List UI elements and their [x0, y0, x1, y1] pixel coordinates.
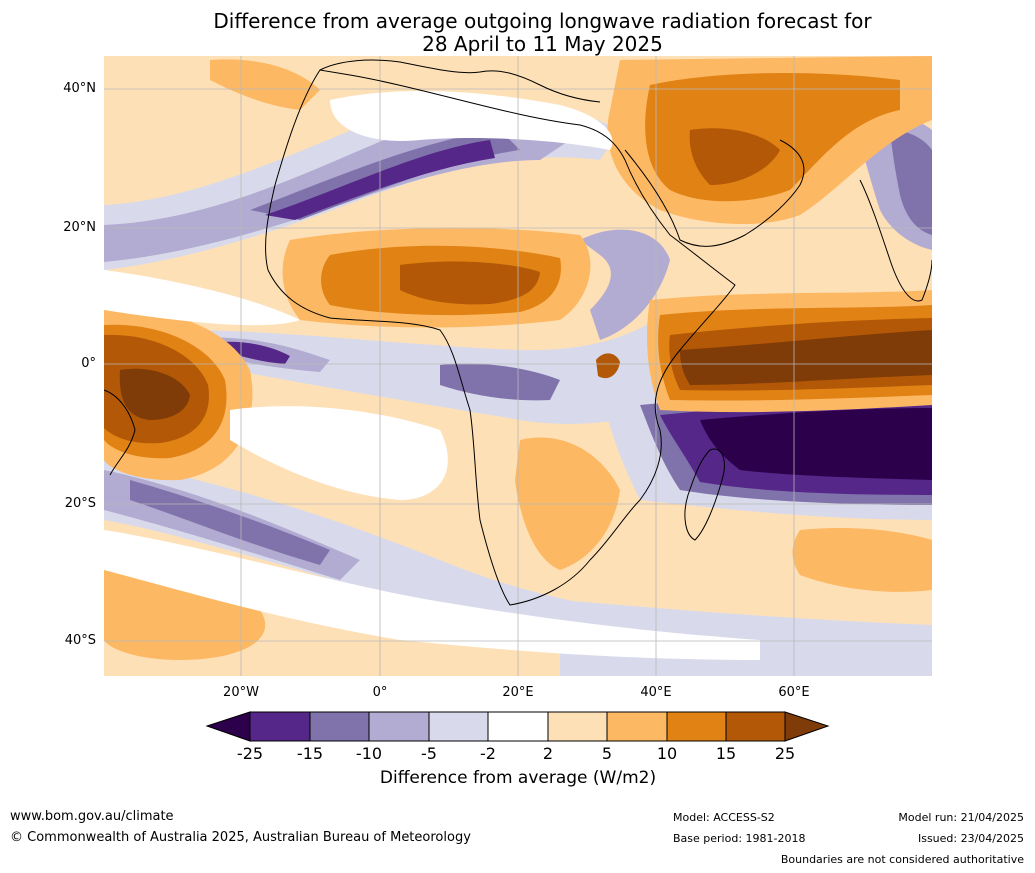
anomaly-band-east-africa	[580, 229, 670, 340]
model-run-text: Model run: 21/04/2025	[898, 811, 1024, 824]
colorbar-bin	[667, 712, 726, 741]
anomaly-band-south-atlantic-pos	[104, 560, 266, 660]
madagascar-coastline	[684, 448, 725, 541]
lon-label: 60°E	[778, 685, 810, 700]
anomaly-band-equatorial-indian-max	[680, 330, 932, 385]
model-text: Model: ACCESS-S2	[673, 811, 775, 824]
colorbar	[205, 711, 830, 742]
south-america-coastline	[104, 389, 136, 476]
arabia-coastline	[624, 139, 805, 247]
website-link[interactable]: www.bom.gov.au/climate	[10, 809, 174, 824]
title-line-2: 28 April to 11 May 2025	[422, 32, 663, 56]
issued-text: Issued: 23/04/2025	[917, 832, 1024, 845]
anomaly-band-sahel-max	[400, 261, 540, 305]
lat-label: 20°S	[64, 496, 96, 511]
anomaly-band-gulf-guinea-core	[220, 341, 290, 364]
colorbar-bin	[250, 712, 310, 741]
anomaly-band-south-atlantic	[104, 460, 620, 640]
anomaly-band-congo	[440, 363, 560, 401]
anomaly-band-indian-ocean-min	[700, 408, 932, 480]
colorbar-tick: -15	[296, 744, 324, 763]
lat-label: 40°N	[63, 81, 96, 96]
colorbar-bin	[488, 712, 548, 741]
colorbar-bin	[429, 712, 488, 741]
india-coastline	[859, 179, 932, 302]
anomaly-band-equatorial	[180, 300, 700, 424]
africa-coastline	[265, 69, 736, 606]
disclaimer-text: Boundaries are not considered authoritat…	[780, 853, 1024, 866]
colorbar-tick: 15	[715, 744, 737, 763]
colorbar-tick: 10	[656, 744, 678, 763]
anomaly-field	[104, 56, 932, 676]
colorbar-bin	[310, 712, 369, 741]
lat-label: 40°S	[64, 633, 96, 648]
lat-label: 0°	[81, 356, 96, 371]
colorbar-bin	[548, 712, 607, 741]
colorbar-tick: -5	[421, 744, 437, 763]
neutral-north-africa	[330, 90, 613, 150]
graticule	[104, 56, 932, 676]
colorbar-extension-max	[784, 711, 830, 742]
lon-label: 20°E	[502, 685, 534, 700]
europe-coastline	[319, 59, 601, 103]
colorbar-tick: 2	[542, 744, 554, 763]
colorbar-bin	[607, 712, 667, 741]
anomaly-band-arabian-sea-core	[890, 130, 932, 235]
colorbar-bin	[369, 712, 429, 741]
neutral-south-central	[230, 406, 448, 500]
colorbar-bin	[726, 712, 785, 741]
neutral-southern-ocean	[104, 530, 760, 660]
lat-label: 20°N	[63, 220, 96, 235]
lon-label: 20°W	[223, 685, 259, 700]
anomaly-band-south-indian-pos	[792, 528, 932, 592]
title-line-1: Difference from average outgoing longwav…	[213, 9, 872, 33]
anomaly-band-equatorial-atlantic-max	[119, 368, 190, 420]
anomaly-band-mediterranean	[210, 59, 320, 110]
colorbar-tick: -10	[355, 744, 383, 763]
colorbar-label: Difference from average (W/m2)	[379, 768, 657, 788]
colorbar-extension-min	[205, 711, 251, 742]
colorbar-tick: -2	[480, 744, 496, 763]
copyright-text: © Commonwealth of Australia 2025, Austra…	[10, 830, 471, 845]
neutral-west-africa	[104, 270, 300, 326]
anomaly-band-south-atlantic-min	[130, 480, 330, 565]
anomaly-band-lake-victoria	[596, 353, 620, 379]
map-title: Difference from average outgoing longwav…	[100, 10, 985, 56]
anomaly-band-middle-east-max	[689, 128, 780, 185]
base-period-text: Base period: 1981-2018	[673, 832, 806, 845]
lon-label: 40°E	[640, 685, 672, 700]
colorbar-tick: -25	[236, 744, 264, 763]
colorbar-tick: 25	[774, 744, 796, 763]
lon-label: 0°	[372, 685, 388, 700]
colorbar-tick: 5	[601, 744, 613, 763]
